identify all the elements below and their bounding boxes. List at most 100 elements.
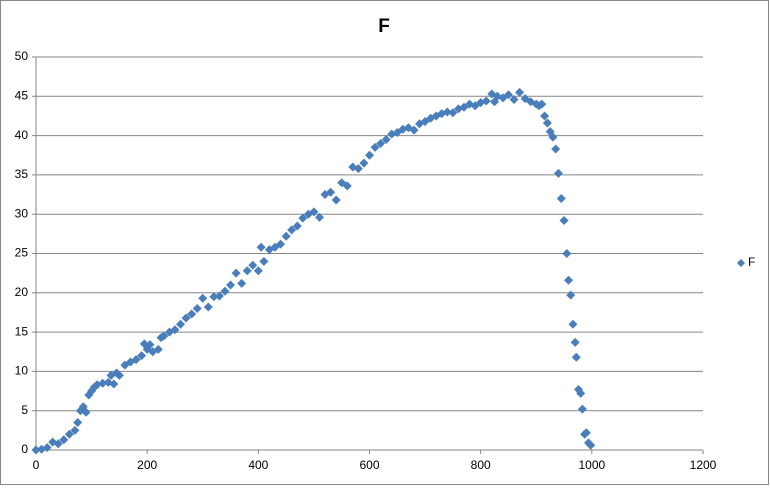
- point: [331, 195, 341, 205]
- x-tick-label: 400: [248, 458, 268, 472]
- y-tick-label: 35: [15, 167, 29, 181]
- point: [577, 404, 587, 414]
- point: [231, 268, 241, 278]
- y-tick-label: 20: [15, 285, 29, 299]
- point: [109, 379, 119, 389]
- y-tick-label: 15: [15, 324, 29, 338]
- point: [137, 351, 147, 361]
- point: [326, 187, 336, 197]
- point: [31, 445, 41, 455]
- point: [42, 443, 52, 453]
- x-tick-label: 0: [33, 458, 40, 472]
- point: [276, 239, 286, 249]
- x-tick-label: 1000: [578, 458, 605, 472]
- y-tick-label: 5: [21, 403, 28, 417]
- point: [403, 123, 413, 133]
- point: [570, 337, 580, 347]
- point: [192, 304, 202, 314]
- point: [542, 118, 552, 128]
- point: [566, 290, 576, 300]
- point: [259, 256, 269, 266]
- point: [198, 293, 208, 303]
- y-tick-label: 50: [15, 49, 29, 63]
- point: [503, 90, 513, 100]
- point: [353, 164, 363, 174]
- point: [571, 352, 581, 362]
- y-tick-label: 40: [15, 128, 29, 142]
- x-tick-label: 600: [359, 458, 379, 472]
- point: [256, 242, 266, 252]
- point: [242, 266, 252, 276]
- point: [176, 319, 186, 329]
- point: [237, 278, 247, 288]
- point: [114, 370, 124, 380]
- point: [309, 207, 319, 217]
- point: [314, 212, 324, 222]
- y-tick-label: 25: [15, 246, 29, 260]
- point: [81, 407, 91, 417]
- x-tick-label: 1200: [690, 458, 717, 472]
- point: [70, 425, 80, 435]
- point: [298, 213, 308, 223]
- point: [576, 388, 586, 398]
- point: [568, 319, 578, 329]
- point: [73, 417, 83, 427]
- point: [220, 286, 230, 296]
- point: [153, 344, 163, 354]
- point: [448, 108, 458, 118]
- point: [248, 260, 258, 270]
- point: [187, 309, 197, 319]
- y-tick-label: 0: [21, 442, 28, 456]
- point: [214, 291, 224, 301]
- point: [540, 111, 550, 121]
- point: [563, 275, 573, 285]
- point: [381, 135, 391, 145]
- point: [292, 221, 302, 231]
- point: [359, 158, 369, 168]
- y-tick-label: 45: [15, 88, 29, 102]
- point: [98, 378, 108, 388]
- point: [59, 435, 69, 445]
- legend-marker: [737, 259, 745, 267]
- point: [370, 142, 380, 152]
- x-tick-label: 200: [137, 458, 157, 472]
- point: [181, 313, 191, 323]
- point: [170, 325, 180, 335]
- legend-label: F: [748, 255, 755, 269]
- point: [409, 125, 419, 135]
- point: [559, 215, 569, 225]
- point: [548, 132, 558, 142]
- point: [551, 144, 561, 154]
- point: [131, 355, 141, 365]
- y-tick-label: 30: [15, 206, 29, 220]
- point: [53, 439, 63, 449]
- point: [556, 193, 566, 203]
- point: [376, 138, 386, 148]
- point: [392, 127, 402, 137]
- point: [145, 340, 155, 350]
- point: [253, 266, 263, 276]
- point: [281, 231, 291, 241]
- point: [342, 181, 352, 191]
- point: [562, 249, 572, 258]
- chart-title: F: [378, 16, 390, 37]
- point: [586, 440, 596, 450]
- point: [287, 225, 297, 235]
- point: [515, 87, 525, 97]
- point: [537, 99, 547, 109]
- point: [203, 302, 213, 312]
- point: [159, 331, 169, 341]
- y-tick-label: 10: [15, 364, 29, 378]
- point: [226, 280, 236, 290]
- point: [209, 292, 219, 302]
- point: [553, 168, 563, 178]
- point: [64, 429, 74, 439]
- point: [509, 94, 519, 104]
- point: [481, 96, 491, 106]
- point: [442, 107, 452, 117]
- point: [365, 150, 374, 160]
- point: [581, 428, 591, 438]
- x-tick-label: 800: [471, 458, 491, 472]
